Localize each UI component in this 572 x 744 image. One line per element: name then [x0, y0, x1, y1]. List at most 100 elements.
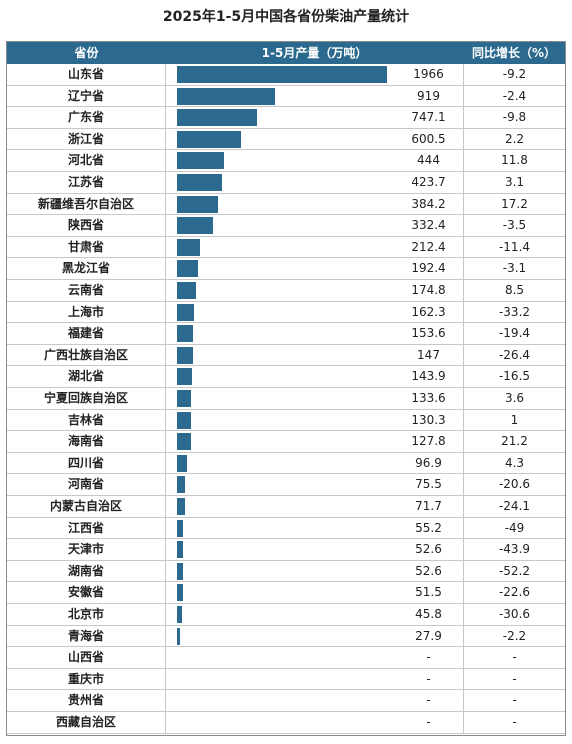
- row-bar-area: [166, 129, 394, 151]
- header-province: 省份: [74, 46, 99, 60]
- table-row: 天津市 52.6 -43.9: [7, 539, 565, 561]
- row-growth-value: -26.4: [463, 344, 565, 366]
- row-bar-area: [166, 64, 394, 86]
- row-bar-area: [166, 258, 394, 280]
- row-growth-value: 2.2: [463, 128, 565, 150]
- production-bar: [177, 217, 213, 235]
- row-bar-area: [166, 453, 394, 475]
- row-bar-area: [166, 669, 394, 691]
- row-province: 北京市: [7, 604, 166, 625]
- production-bar: [177, 627, 180, 645]
- row-province: 吉林省: [7, 409, 166, 431]
- row-bar-area: [166, 539, 394, 561]
- header-growth: 同比增长（%）: [471, 46, 557, 60]
- row-province: 内蒙古自治区: [7, 496, 166, 517]
- row-province: 浙江省: [7, 128, 166, 150]
- table-row: 湖北省 143.9 -16.5: [7, 366, 565, 388]
- row-bar-area: [166, 86, 394, 108]
- production-bar: [177, 390, 192, 407]
- table-row: 河北省 444 11.8: [7, 150, 565, 172]
- row-growth-value: -16.5: [463, 366, 565, 387]
- production-bar: [177, 66, 387, 83]
- row-growth-value: -: [463, 668, 565, 690]
- row-production-value: -: [426, 671, 431, 686]
- table-row: 四川省 96.9 4.3: [7, 452, 565, 475]
- table-row: 浙江省 600.5 2.2: [7, 128, 565, 151]
- production-bar: [177, 174, 223, 191]
- table-row: 江苏省 423.7 3.1: [7, 172, 565, 194]
- row-production-value: 384.2: [411, 196, 446, 211]
- row-province: 广东省: [7, 107, 166, 128]
- row-growth-value: 21.2: [463, 431, 565, 452]
- row-bar-area: [166, 150, 394, 172]
- row-production-value: -: [426, 693, 431, 708]
- table-row: 湖南省 52.6 -52.2: [7, 560, 565, 583]
- row-province: 天津市: [7, 539, 166, 560]
- row-growth-value: -: [463, 647, 565, 668]
- row-growth-value: 11.8: [463, 150, 565, 171]
- production-bar: [177, 195, 219, 213]
- data-table: 省份 1-5月产量（万吨） 同比增长（%） 山东省 1966 -9.2 辽宁省 919 -…: [6, 41, 566, 736]
- production-bar: [177, 606, 182, 623]
- row-growth-value: 1: [463, 409, 565, 431]
- row-bar-area: [166, 518, 394, 540]
- table-row: 云南省 174.8 8.5: [7, 280, 565, 302]
- row-province: 新疆维吾尔自治区: [7, 193, 166, 215]
- row-province: 江苏省: [7, 172, 166, 193]
- production-bar: [177, 303, 195, 321]
- table-row: 黑龙江省 192.4 -3.1: [7, 258, 565, 280]
- row-production-value: 600.5: [411, 131, 446, 146]
- row-province: 宁夏回族自治区: [7, 388, 166, 409]
- row-bar-area: [166, 496, 394, 518]
- row-bar-area: [166, 237, 394, 259]
- row-production-value: 174.8: [411, 283, 446, 297]
- production-bar: [177, 454, 188, 472]
- table-header: 省份 1-5月产量（万吨） 同比增长（%）: [7, 42, 565, 64]
- row-production-value: 919: [417, 88, 440, 103]
- table-row: 陕西省 332.4 -3.5: [7, 215, 565, 237]
- row-province: 贵州省: [7, 690, 166, 711]
- production-bar: [177, 238, 200, 256]
- row-production-value: 153.6: [411, 326, 446, 341]
- row-bar-area: [166, 215, 394, 237]
- row-bar-area: [166, 366, 394, 388]
- row-bar-area: [166, 647, 394, 669]
- table-row: 新疆维吾尔自治区 384.2 17.2: [7, 193, 565, 216]
- row-province: 山东省: [7, 64, 166, 85]
- table-row: 西藏自治区 - -: [7, 712, 565, 734]
- row-province: 湖南省: [7, 560, 166, 582]
- production-bar: [177, 433, 191, 451]
- row-growth-value: -: [463, 690, 565, 711]
- row-province: 云南省: [7, 280, 166, 301]
- row-growth-value: 8.5: [463, 280, 565, 301]
- production-bar: [177, 562, 183, 580]
- row-production-value: 1966: [413, 67, 444, 81]
- row-production-value: 75.5: [415, 477, 442, 492]
- production-bar: [177, 584, 183, 602]
- row-bar-area: [166, 582, 394, 604]
- row-growth-value: -43.9: [463, 539, 565, 560]
- row-production-value: 143.9: [411, 369, 446, 384]
- row-province: 安徽省: [7, 582, 166, 603]
- row-production-value: 55.2: [415, 520, 442, 535]
- table-row: 安徽省 51.5 -22.6: [7, 582, 565, 604]
- table-row: 吉林省 130.3 1: [7, 409, 565, 432]
- row-growth-value: -33.2: [463, 301, 565, 323]
- row-province: 甘肃省: [7, 236, 166, 258]
- row-bar-area: [166, 474, 394, 496]
- row-growth-value: -22.6: [463, 582, 565, 603]
- table-row: 重庆市 - -: [7, 668, 565, 691]
- row-growth-value: -3.1: [463, 258, 565, 279]
- row-bar-area: [166, 712, 394, 734]
- table-row: 贵州省 - -: [7, 690, 565, 712]
- table-row: 甘肃省 212.4 -11.4: [7, 236, 565, 259]
- row-production-value: -: [426, 715, 431, 729]
- production-bar: [177, 260, 198, 278]
- row-bar-area: [166, 345, 394, 367]
- row-growth-value: -30.6: [463, 604, 565, 625]
- row-production-value: 127.8: [411, 434, 446, 449]
- row-production-value: 96.9: [415, 455, 442, 470]
- table-row: 广西壮族自治区 147 -26.4: [7, 344, 565, 367]
- row-growth-value: -9.8: [463, 107, 565, 128]
- row-province: 海南省: [7, 431, 166, 452]
